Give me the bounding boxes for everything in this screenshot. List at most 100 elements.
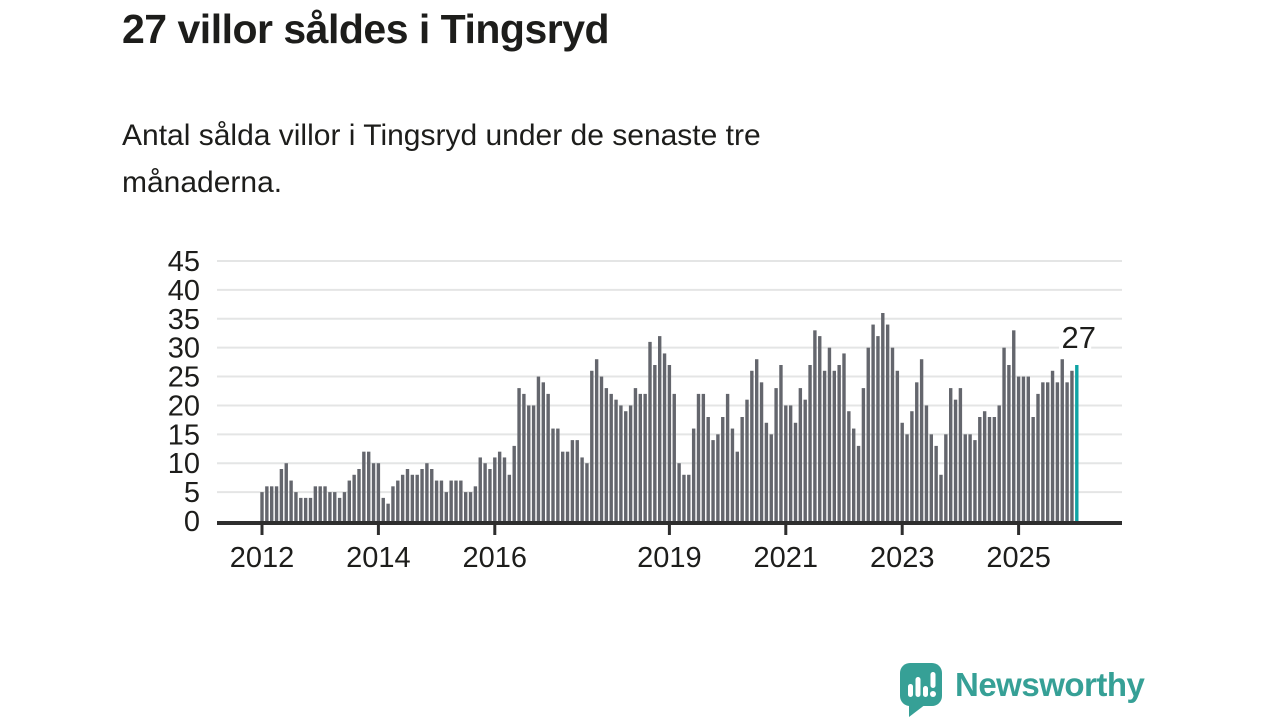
bar — [488, 469, 492, 522]
bar — [396, 480, 400, 522]
bar — [827, 347, 832, 522]
x-axis-label: 2012 — [230, 542, 295, 574]
bar — [609, 393, 613, 522]
bar — [449, 480, 453, 522]
bar — [662, 353, 667, 522]
bar — [730, 428, 735, 522]
bar — [473, 486, 478, 522]
bar — [308, 497, 313, 522]
bar — [410, 474, 415, 522]
bar — [400, 474, 405, 522]
bar — [337, 497, 342, 522]
bar — [517, 388, 521, 522]
bar — [706, 417, 710, 522]
y-axis-label: 45 — [168, 246, 200, 278]
bar — [691, 428, 696, 522]
bar — [265, 486, 269, 522]
bar — [968, 434, 972, 522]
bar — [915, 382, 919, 522]
bar — [328, 492, 332, 522]
bar — [274, 486, 279, 522]
bar — [818, 336, 822, 522]
bar — [468, 492, 473, 522]
bar — [682, 474, 686, 522]
bar — [619, 405, 623, 522]
bar — [434, 480, 439, 522]
bar — [527, 405, 531, 522]
bar — [522, 393, 526, 522]
newsworthy-logo: Newsworthy — [900, 663, 1145, 718]
bar — [260, 492, 264, 522]
bar — [759, 382, 764, 522]
bar — [992, 417, 997, 522]
bar — [561, 451, 565, 522]
bar — [963, 434, 967, 522]
bar — [803, 399, 807, 522]
bar — [570, 440, 575, 522]
bar — [1031, 417, 1035, 522]
bar — [551, 428, 555, 522]
bar — [861, 388, 866, 522]
bar — [323, 486, 327, 522]
bar — [982, 411, 987, 522]
bar — [1065, 382, 1069, 522]
bar — [342, 492, 347, 522]
bar — [847, 411, 851, 522]
bar — [1046, 382, 1050, 522]
bar — [347, 480, 351, 522]
bar — [493, 457, 497, 522]
bar — [376, 463, 381, 522]
x-axis-label: 2014 — [346, 542, 411, 574]
bar — [565, 451, 570, 522]
bar — [289, 480, 293, 522]
bar — [716, 434, 720, 522]
bar — [924, 405, 929, 522]
bar — [367, 451, 371, 522]
bar — [813, 330, 817, 522]
bar — [837, 365, 841, 522]
newsworthy-logo-icon — [900, 663, 942, 717]
bar — [1021, 376, 1026, 522]
bar — [303, 497, 308, 522]
x-axis-label: 2023 — [870, 542, 935, 574]
x-axis-label: 2025 — [986, 542, 1051, 574]
bar — [895, 370, 900, 522]
x-axis-label: 2019 — [637, 542, 702, 574]
y-axis-label: 0 — [184, 506, 200, 538]
bar — [764, 422, 769, 522]
bar — [614, 399, 618, 522]
newsworthy-logo-text: Newsworthy — [955, 665, 1145, 703]
bar — [832, 370, 836, 522]
bar — [774, 388, 778, 522]
bar — [362, 451, 366, 522]
bar — [672, 393, 676, 522]
bar — [871, 324, 875, 522]
bar — [454, 480, 458, 522]
bar — [430, 469, 434, 522]
bar — [594, 359, 599, 522]
y-axis-label: 35 — [168, 304, 200, 336]
bar — [497, 451, 502, 522]
bar — [624, 411, 628, 522]
bar — [575, 440, 579, 522]
y-axis-label: 10 — [168, 448, 200, 480]
bar — [944, 434, 948, 522]
bar — [852, 428, 856, 522]
bar — [604, 388, 609, 522]
bar — [531, 405, 536, 522]
bar — [822, 370, 827, 522]
bar — [1026, 376, 1030, 522]
bar — [929, 434, 933, 522]
bar — [997, 405, 1001, 522]
bar — [745, 399, 749, 522]
bar — [755, 359, 759, 522]
bar — [541, 382, 545, 522]
bar — [808, 365, 812, 522]
bar — [1070, 370, 1074, 522]
bar — [721, 417, 725, 522]
bar — [735, 451, 739, 522]
bar — [270, 486, 274, 522]
bar — [842, 353, 846, 522]
bar — [1041, 382, 1045, 522]
